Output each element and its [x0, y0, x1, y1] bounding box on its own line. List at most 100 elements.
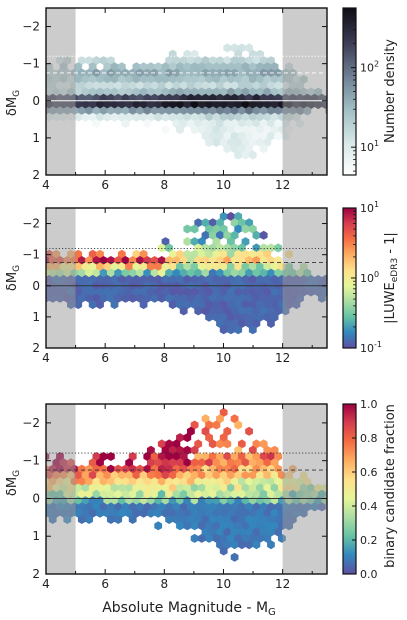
hexbin-cell	[168, 87, 177, 97]
hexbin-cell	[107, 81, 115, 91]
hexbin-cell	[212, 237, 221, 247]
hexbin-cell	[256, 74, 264, 84]
hexbin-cell	[96, 74, 104, 84]
colorbar-tick-label: 0.0	[360, 568, 378, 581]
hexbin-cell	[176, 433, 184, 443]
hexbin-cell	[241, 521, 250, 531]
hexbin-cell	[147, 100, 155, 110]
hexbin-cell	[263, 262, 272, 272]
hexbin-cell	[219, 458, 228, 468]
hexbin-cell	[81, 287, 90, 297]
hexbin-cell	[223, 439, 232, 449]
hexbin-cell	[147, 74, 155, 84]
hexbin-cell	[136, 268, 144, 278]
hexbin-cell	[238, 452, 246, 461]
hexbin-cell	[223, 515, 232, 524]
hexbin-cell	[248, 125, 257, 135]
hexbin-cell	[197, 87, 206, 97]
hexbin-cell	[194, 464, 203, 474]
hexbin-cell	[107, 477, 115, 487]
hexbin-cell	[132, 249, 141, 259]
x-tick-label: 6	[101, 351, 109, 365]
hexbin-cell	[136, 293, 144, 303]
panel-top-colorbar: 101 102	[342, 7, 379, 176]
hexbin-cell	[179, 268, 188, 278]
hexbin-cell	[85, 56, 93, 65]
hexbin-cell	[241, 237, 250, 247]
hexbin-cell	[88, 274, 97, 284]
hexbin-cell	[241, 533, 250, 543]
hexbin-cell	[179, 452, 188, 461]
hexbin-cell	[161, 100, 170, 110]
hexbin-cell	[267, 452, 275, 461]
y-tick-label: −1	[22, 248, 40, 262]
hexbin-cell	[176, 112, 184, 122]
hexbin-cell	[125, 483, 133, 493]
hexbin-cell	[147, 445, 155, 455]
hexbin-cell	[252, 515, 261, 524]
hexbin-cell	[205, 137, 213, 147]
hexbin-cell	[154, 508, 163, 518]
hexbin-cell	[216, 131, 224, 141]
hexbin-cell	[201, 306, 210, 316]
hexbin-cell	[245, 515, 253, 524]
hexbin-cell	[81, 100, 90, 110]
hexbin-cell	[154, 483, 163, 493]
hexbin-cell	[267, 540, 275, 550]
hexbin-cell	[252, 527, 261, 537]
hexbin-cell	[216, 502, 224, 512]
hexbin-cell	[256, 137, 264, 147]
hexbin-cell	[205, 508, 213, 518]
hexbin-cell	[245, 218, 253, 228]
hexbin-cell	[183, 521, 192, 531]
hexbin-cell	[117, 74, 126, 84]
hexbin-cell	[190, 470, 199, 480]
hexbin-cell	[157, 464, 166, 474]
hexbin-cell	[179, 306, 188, 316]
hexbin-cell	[125, 112, 133, 122]
hexbin-cell	[172, 81, 181, 91]
hexbin-cell	[212, 125, 221, 135]
hexbin-cell	[110, 100, 119, 110]
hexbin-cell	[238, 527, 246, 537]
hexbin-cell	[241, 274, 250, 284]
hexbin-cell	[77, 106, 86, 116]
hexbin-cell	[85, 106, 93, 116]
hexbin-cell	[187, 464, 195, 474]
hexbin-cell	[208, 131, 217, 141]
hexbin-cell	[270, 483, 279, 493]
hexbin-cell	[256, 287, 264, 297]
hexbin-cell	[187, 515, 195, 524]
hexbin-cell	[128, 293, 137, 303]
hexbin-cell	[143, 489, 152, 499]
hexbin-cell	[139, 508, 148, 518]
hexbin-cell	[248, 262, 257, 272]
hexbin-cell	[139, 274, 148, 284]
hexbin-cell	[252, 131, 261, 141]
hexbin-cell	[212, 224, 221, 234]
hexbin-cell	[208, 230, 217, 240]
hexbin-cell	[128, 452, 137, 461]
hexbin-cell	[172, 452, 181, 461]
hexbin-cell	[205, 287, 213, 297]
hexbin-cell	[147, 262, 155, 272]
hexbin-cell	[205, 483, 213, 493]
hexbin-cell	[179, 477, 188, 487]
hexbin-cell	[248, 483, 257, 493]
hexbin-cell	[85, 464, 93, 474]
hexbin-cell	[150, 452, 159, 461]
hexbin-cell	[238, 131, 246, 141]
hexbin-cell	[88, 300, 97, 310]
hexbin-cell	[252, 243, 261, 253]
hexbin-cell	[274, 306, 283, 316]
hexbin-cell	[85, 477, 93, 487]
hexbin-cell	[219, 137, 228, 147]
hexbin-cell	[168, 100, 177, 110]
hexbin-cell	[194, 439, 203, 449]
hexbin-cell	[165, 293, 173, 303]
hexbin-cell	[81, 112, 90, 122]
hexbin-cell	[259, 119, 268, 128]
